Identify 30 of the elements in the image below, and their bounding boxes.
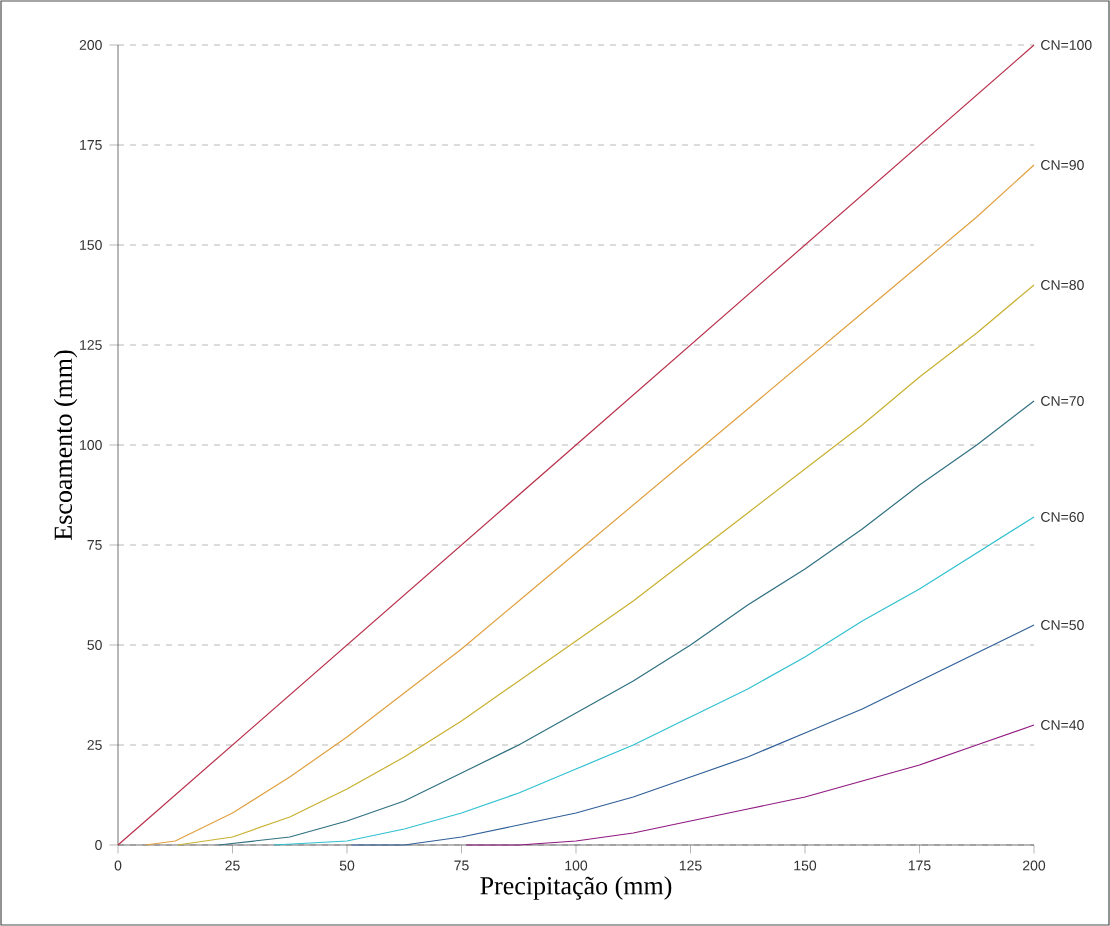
line-series	[350, 624, 1035, 846]
series-label: CN=90	[1041, 160, 1084, 170]
line-series	[465, 724, 1035, 846]
y-axis-title: Escoamento (mm)	[53, 350, 78, 540]
x-tick-label: 100	[565, 860, 588, 871]
series-label: CN=40	[1041, 720, 1084, 730]
x-tick-label: 150	[794, 860, 817, 871]
series-label: CN=100	[1041, 40, 1092, 50]
y-tick-label: 50	[87, 640, 102, 650]
y-tick-label: 25	[87, 740, 102, 750]
series-label: CN=70	[1041, 396, 1084, 406]
x-tick-label: 0	[114, 860, 122, 871]
y-tick-label: 150	[80, 240, 102, 250]
x-tick-label: 75	[454, 860, 469, 871]
y-tick-label: 175	[80, 140, 102, 150]
y-tick-label: 125	[80, 340, 102, 350]
x-tick-label: 50	[339, 860, 355, 871]
x-tick-label: 125	[679, 860, 702, 871]
line-series	[218, 400, 1035, 846]
series-label: CN=50	[1041, 620, 1084, 630]
series-label: CN=80	[1041, 280, 1084, 290]
x-tick-label: 175	[908, 860, 931, 871]
y-tick-label: 100	[80, 440, 102, 450]
series-label: CN=60	[1041, 512, 1084, 522]
x-tick-label: 25	[225, 860, 240, 871]
x-tick-label: 200	[1023, 860, 1046, 871]
y-tick-label: 75	[87, 540, 102, 550]
y-tick-label: 200	[79, 40, 102, 50]
x-axis-title: Precipitação (mm)	[480, 876, 672, 900]
y-tick-label: 0	[95, 840, 102, 850]
